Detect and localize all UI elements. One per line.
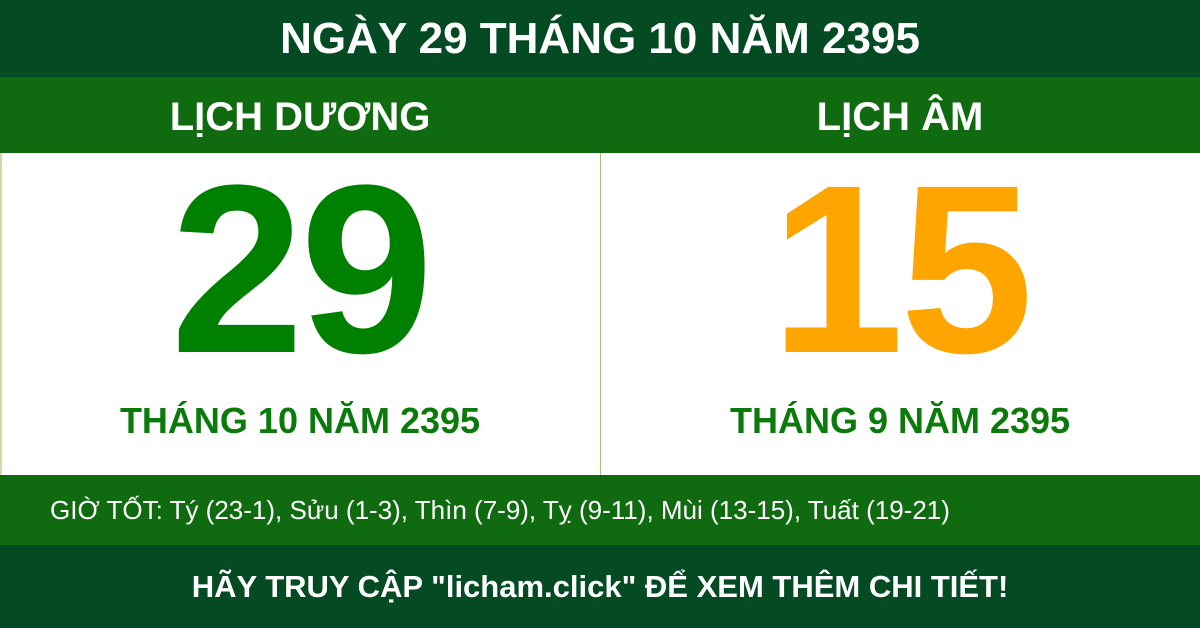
solar-day: 29	[170, 135, 434, 403]
lunar-day: 15	[770, 135, 1034, 403]
lunar-column: 15 THÁNG 9 NĂM 2395	[600, 135, 1200, 475]
solar-month-year: THÁNG 10 NĂM 2395	[119, 400, 481, 441]
footer-cta: HÃY TRUY CẬP "licham.click" ĐỂ XEM THÊM …	[0, 545, 1200, 628]
solar-calendar-label: LỊCH DƯƠNG	[169, 95, 431, 139]
lunar-calendar-label: LỊCH ÂM	[816, 95, 984, 139]
column-divider	[600, 153, 601, 475]
lunar-month-year: THÁNG 9 NĂM 2395	[729, 400, 1071, 441]
calendar-headers: LỊCH DƯƠNG LỊCH ÂM	[0, 77, 1200, 153]
good-hours: GIỜ TỐT: Tý (23-1), Sửu (1-3), Thìn (7-9…	[0, 475, 1200, 545]
solar-column: 29 THÁNG 10 NĂM 2395	[0, 135, 600, 475]
page-title: NGÀY 29 THÁNG 10 NĂM 2395	[0, 0, 1200, 77]
